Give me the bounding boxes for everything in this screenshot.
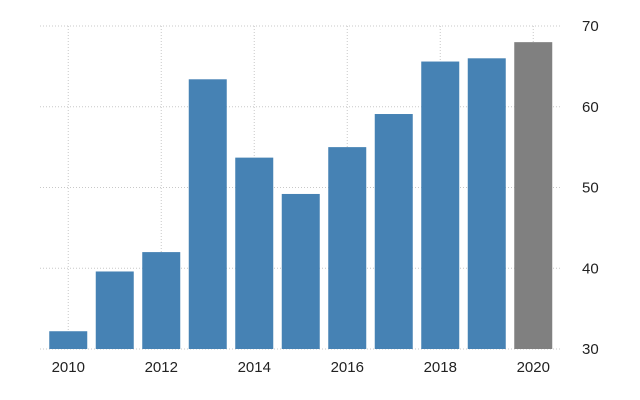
bar-2019 — [467, 58, 506, 350]
y-tick-label: 40 — [582, 260, 599, 277]
x-tick-label: 2016 — [331, 359, 364, 376]
bar-2018 — [421, 61, 460, 349]
bar-2014 — [235, 157, 274, 349]
x-tick-label: 2012 — [145, 359, 178, 376]
bar-2012 — [142, 252, 181, 349]
y-tick-label: 60 — [582, 99, 599, 116]
y-tick-label: 50 — [582, 180, 599, 197]
y-tick-label: 70 — [582, 18, 599, 35]
x-tick-label: 2018 — [424, 359, 457, 376]
x-axis-tick-labels: 2010 2012 2014 2016 2018 2020 — [52, 359, 550, 376]
y-axis-tick-labels: 30 40 50 60 70 — [582, 18, 599, 358]
bar-2017 — [374, 114, 413, 349]
bar-2020 — [514, 42, 553, 350]
bar-2011 — [95, 271, 134, 349]
bars — [49, 42, 553, 350]
bar-2010 — [49, 331, 88, 349]
bar-2013 — [188, 79, 227, 350]
x-tick-label: 2020 — [517, 359, 550, 376]
bar-2015 — [281, 193, 320, 349]
x-tick-label: 2014 — [238, 359, 271, 376]
x-tick-label: 2010 — [52, 359, 85, 376]
y-tick-label: 30 — [582, 341, 599, 358]
bar-2016 — [328, 147, 367, 349]
